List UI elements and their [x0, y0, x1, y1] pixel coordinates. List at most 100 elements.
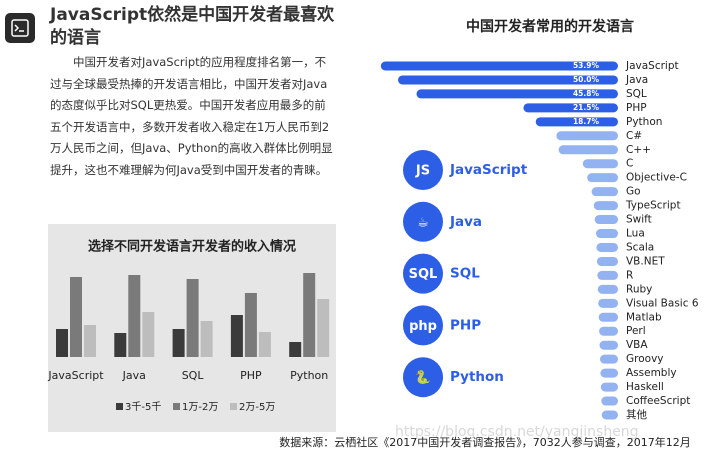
y-tick-label: C#	[626, 130, 642, 142]
bar	[380, 61, 618, 71]
bar	[258, 332, 271, 357]
y-tick-label: Objective-C	[626, 172, 687, 184]
bar	[587, 173, 618, 183]
y-tick-label: VB.NET	[626, 255, 665, 267]
value-label: 21.5%	[573, 103, 600, 112]
y-tick-label: PHP	[626, 102, 647, 114]
bar	[600, 368, 618, 378]
value-label: 45.8%	[573, 89, 600, 98]
legend-swatch	[230, 403, 237, 410]
bar	[523, 103, 618, 113]
x-tick-label: JavaScript	[47, 369, 104, 382]
bar	[582, 159, 618, 169]
y-tick-label: Scala	[626, 241, 654, 253]
value-label: 53.9%	[573, 61, 600, 70]
chart-title: 选择不同开发语言开发者的收入情况	[88, 239, 296, 255]
x-tick-label: SQL	[182, 369, 205, 382]
bar	[601, 396, 618, 406]
icon-text: JS	[415, 164, 430, 179]
language-label: PHP	[450, 317, 481, 333]
y-tick-label: Visual Basic 6	[626, 297, 699, 309]
bar	[244, 293, 257, 357]
bar	[535, 117, 618, 127]
language-label: Java	[449, 214, 482, 230]
bar	[186, 279, 199, 357]
y-tick-label: Swift	[626, 214, 652, 226]
legend-label: 3千-5千	[125, 401, 161, 413]
bar	[596, 229, 618, 239]
bar	[601, 410, 618, 420]
bar	[599, 326, 618, 336]
value-label: 50.0%	[573, 75, 600, 84]
bar	[598, 312, 618, 322]
y-tick-label: JavaScript	[625, 60, 679, 72]
bar	[597, 284, 618, 294]
legend-swatch	[116, 403, 123, 410]
bar	[591, 187, 618, 197]
bar	[596, 242, 618, 252]
icon-frame	[11, 19, 29, 37]
bar	[558, 145, 618, 155]
y-tick-label: C++	[626, 144, 651, 156]
legend-swatch	[173, 403, 180, 410]
y-tick-label: Ruby	[626, 283, 652, 295]
bar	[230, 315, 243, 357]
y-tick-label: 其他	[626, 408, 647, 421]
bar	[593, 201, 618, 211]
value-label: 18.7%	[573, 117, 600, 126]
bar	[599, 354, 618, 364]
bar	[556, 131, 618, 141]
x-tick-label: PHP	[240, 369, 262, 382]
bar	[200, 321, 213, 357]
y-tick-label: Go	[626, 186, 641, 198]
bar	[596, 256, 618, 266]
paragraph: 中国开发者对JavaScript的应用程度排名第一，不过与全球最受热捧的开发语言…	[50, 55, 333, 177]
bar	[317, 299, 330, 357]
y-tick-label: Matlab	[626, 311, 662, 323]
y-tick-label: R	[626, 269, 633, 281]
icon-glyph	[14, 24, 24, 32]
language-icon	[403, 357, 443, 398]
bar	[128, 275, 141, 357]
bar	[142, 312, 155, 357]
bar	[594, 215, 618, 225]
bar	[398, 75, 618, 85]
bar	[600, 382, 618, 392]
y-tick-label: Perl	[626, 325, 646, 337]
x-tick-label: Java	[122, 369, 146, 382]
bar	[597, 270, 618, 280]
language-label: JavaScript	[449, 162, 528, 178]
header-icon	[5, 13, 35, 43]
legend-label: 1万-2万	[182, 402, 218, 413]
y-tick-label: Java	[625, 74, 648, 86]
bar	[56, 329, 68, 357]
bar	[114, 333, 127, 357]
language-icon	[403, 253, 443, 294]
language-icon	[403, 305, 443, 346]
bar	[303, 273, 316, 357]
y-tick-label: Lua	[626, 228, 645, 240]
y-tick-label: SQL	[626, 88, 647, 100]
y-tick-label: Python	[626, 116, 662, 128]
language-label: SQL	[450, 266, 480, 282]
y-tick-label: TypeScript	[625, 200, 681, 212]
bar	[289, 342, 302, 357]
title: JavaScript依然是中国开发者最喜欢的语言	[50, 5, 335, 48]
bar	[416, 89, 618, 99]
y-tick-label: Assembly	[626, 367, 677, 379]
icon-text: php	[409, 319, 437, 334]
bar	[598, 298, 618, 308]
legend-label: 2万-5万	[239, 402, 275, 413]
chart-title: 中国开发者常用的开发语言	[466, 18, 634, 35]
language-icon	[403, 150, 443, 190]
y-tick-label: Haskell	[626, 381, 664, 393]
bar	[172, 329, 185, 357]
bar	[599, 340, 618, 350]
language-icon	[403, 201, 443, 242]
bar	[70, 277, 82, 357]
icon-text: SQL	[409, 267, 438, 282]
y-tick-label: VBA	[626, 339, 648, 351]
watermark: https://blog.csdn.net/yangjinsheng	[395, 424, 639, 440]
